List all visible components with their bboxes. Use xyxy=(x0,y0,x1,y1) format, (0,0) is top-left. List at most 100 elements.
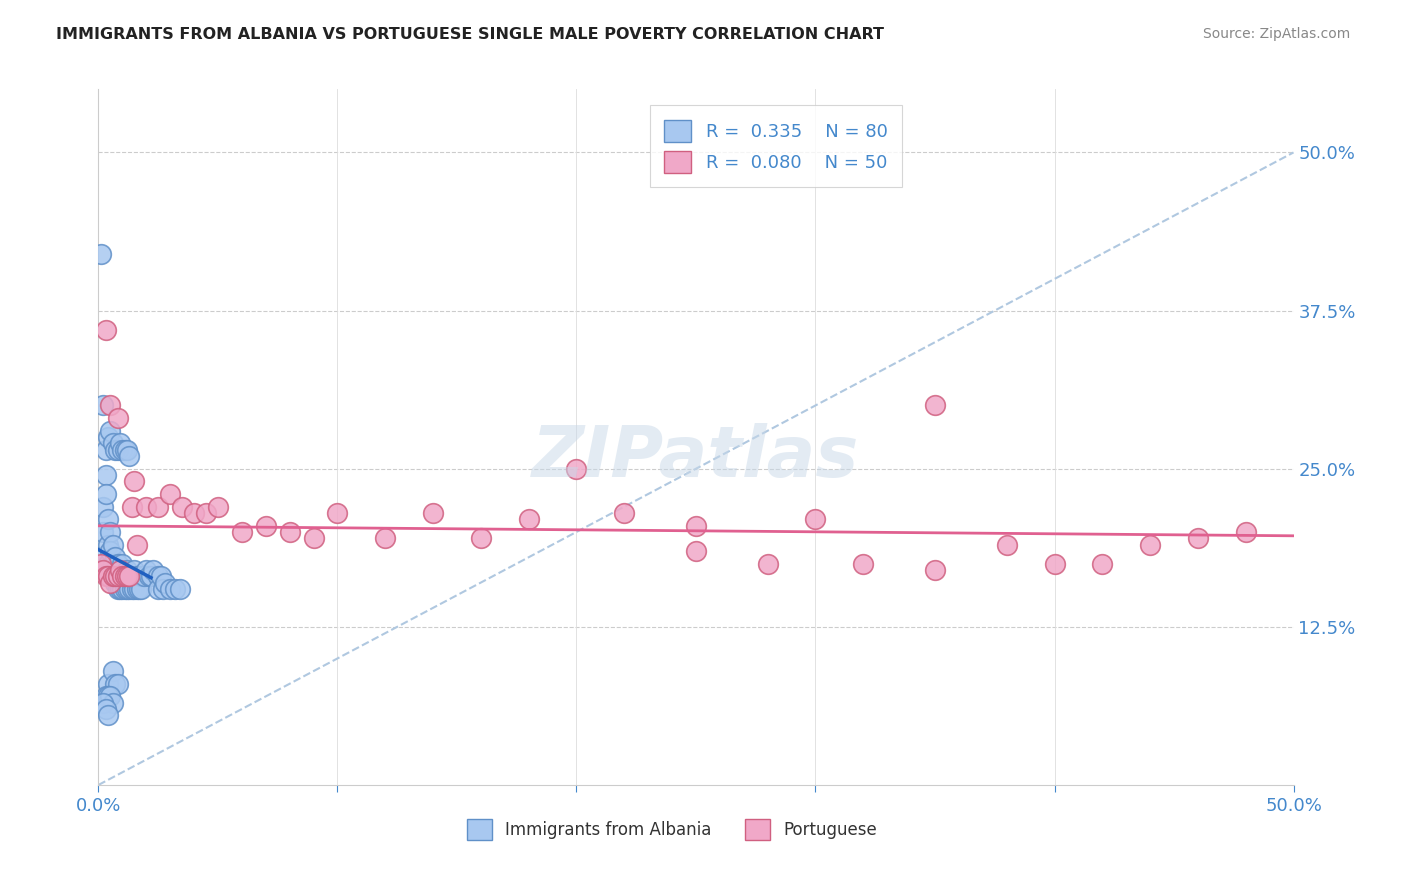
Point xyxy=(107,442,129,457)
Point xyxy=(207,500,229,514)
Point xyxy=(470,531,492,545)
Point xyxy=(94,690,117,704)
Point xyxy=(422,506,444,520)
Point xyxy=(115,569,138,583)
Point xyxy=(148,569,170,583)
Point xyxy=(108,575,131,590)
Point xyxy=(132,569,155,583)
Point xyxy=(231,524,253,539)
Point xyxy=(97,708,120,723)
Point xyxy=(111,569,134,583)
Point xyxy=(756,557,779,571)
Text: ZIPatlas: ZIPatlas xyxy=(533,424,859,492)
Point xyxy=(163,582,186,596)
Point xyxy=(107,557,129,571)
Point xyxy=(685,544,707,558)
Point xyxy=(101,569,124,583)
Point xyxy=(121,500,143,514)
Point xyxy=(183,506,205,520)
Point xyxy=(924,563,946,577)
Point xyxy=(97,690,120,704)
Point xyxy=(101,436,124,450)
Point xyxy=(98,690,122,704)
Point xyxy=(94,569,117,583)
Point xyxy=(90,557,112,571)
Point xyxy=(91,524,114,539)
Point xyxy=(278,524,301,539)
Point xyxy=(97,430,120,444)
Point xyxy=(91,696,114,710)
Point xyxy=(115,442,138,457)
Point xyxy=(115,563,138,577)
Point xyxy=(107,582,129,596)
Point xyxy=(107,569,129,583)
Point xyxy=(159,582,181,596)
Point xyxy=(114,569,136,583)
Point xyxy=(107,677,129,691)
Point xyxy=(111,582,134,596)
Point xyxy=(124,475,146,489)
Point xyxy=(138,569,160,583)
Point xyxy=(107,569,129,583)
Point xyxy=(91,500,114,514)
Point xyxy=(148,582,170,596)
Point xyxy=(115,582,138,596)
Point xyxy=(374,531,396,545)
Point xyxy=(97,557,120,571)
Point xyxy=(104,563,127,577)
Legend: Immigrants from Albania, Portuguese: Immigrants from Albania, Portuguese xyxy=(460,813,884,847)
Point xyxy=(108,582,131,596)
Point xyxy=(107,411,129,425)
Point xyxy=(114,582,136,596)
Point xyxy=(111,442,134,457)
Point xyxy=(94,702,117,716)
Point xyxy=(159,487,181,501)
Point xyxy=(135,500,157,514)
Point xyxy=(101,696,124,710)
Point xyxy=(104,442,127,457)
Point xyxy=(685,518,707,533)
Point xyxy=(98,563,122,577)
Text: Source: ZipAtlas.com: Source: ZipAtlas.com xyxy=(1202,27,1350,41)
Point xyxy=(98,569,122,583)
Point xyxy=(101,664,124,678)
Point xyxy=(90,550,112,565)
Point xyxy=(94,442,117,457)
Point xyxy=(118,569,141,583)
Point xyxy=(565,461,588,475)
Point xyxy=(995,538,1018,552)
Point xyxy=(326,506,349,520)
Point xyxy=(924,399,946,413)
Point xyxy=(1139,538,1161,552)
Text: IMMIGRANTS FROM ALBANIA VS PORTUGUESE SINGLE MALE POVERTY CORRELATION CHART: IMMIGRANTS FROM ALBANIA VS PORTUGUESE SI… xyxy=(56,27,884,42)
Point xyxy=(121,569,143,583)
Point xyxy=(128,569,150,583)
Point xyxy=(98,524,122,539)
Point xyxy=(94,468,117,483)
Point xyxy=(135,563,157,577)
Point xyxy=(152,582,174,596)
Point xyxy=(142,563,165,577)
Point xyxy=(101,569,124,583)
Point xyxy=(98,575,122,590)
Point xyxy=(124,582,146,596)
Point xyxy=(91,563,114,577)
Point xyxy=(517,512,540,526)
Point xyxy=(111,569,134,583)
Point xyxy=(98,399,122,413)
Point xyxy=(98,424,122,438)
Point xyxy=(131,569,153,583)
Point xyxy=(139,569,162,583)
Point xyxy=(91,399,114,413)
Point xyxy=(94,322,117,336)
Point xyxy=(1043,557,1066,571)
Point xyxy=(104,575,127,590)
Point xyxy=(104,550,127,565)
Point xyxy=(90,246,112,260)
Point xyxy=(118,569,141,583)
Point xyxy=(118,449,141,463)
Point xyxy=(131,582,153,596)
Point xyxy=(1234,524,1257,539)
Point xyxy=(195,506,218,520)
Point xyxy=(97,677,120,691)
